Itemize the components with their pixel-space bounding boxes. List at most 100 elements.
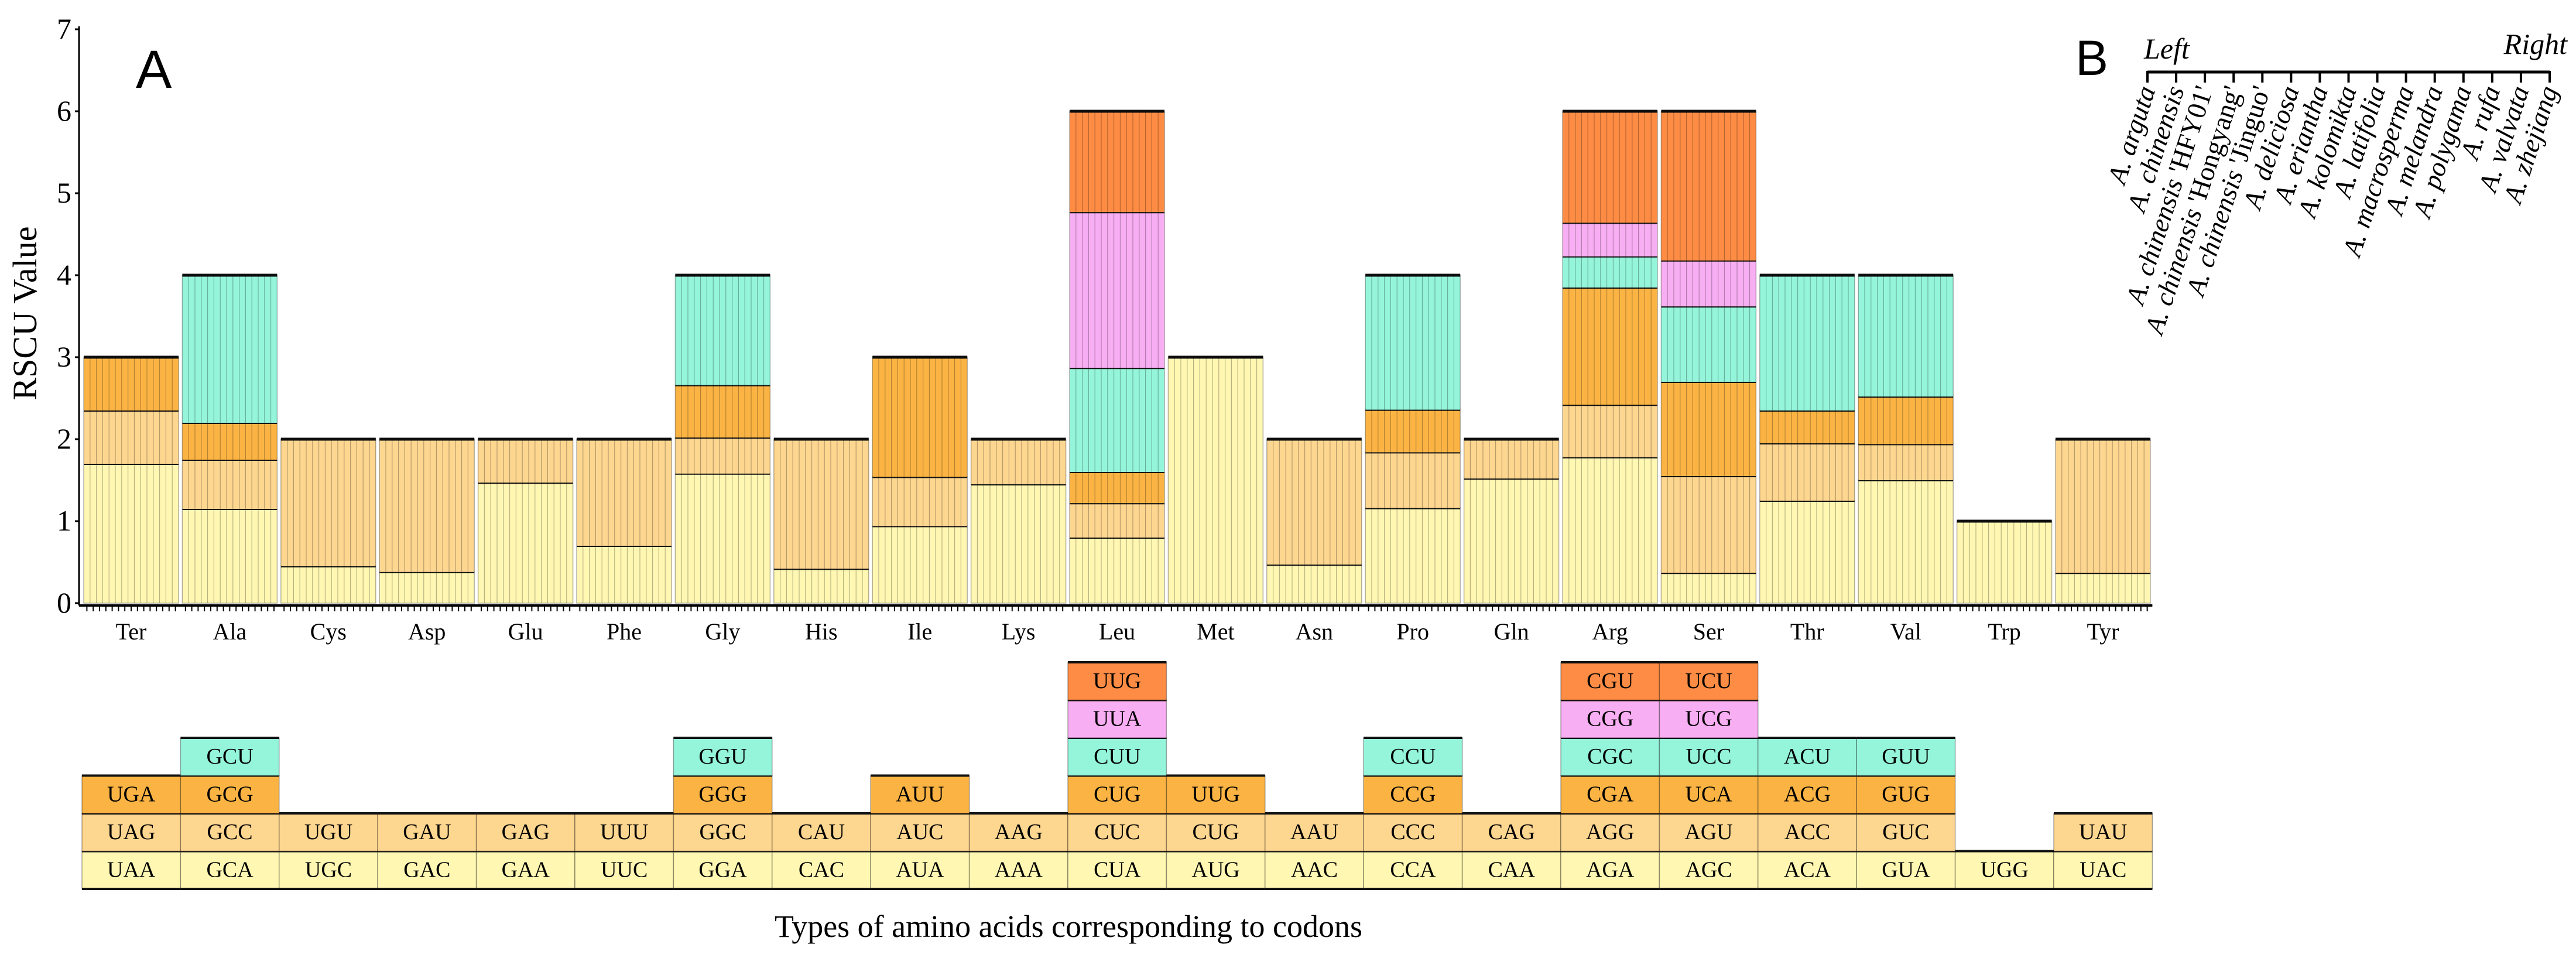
codon-cell: CUC [1067, 812, 1167, 852]
codon-label: CCC [1390, 820, 1435, 844]
codon-label: CCG [1390, 782, 1436, 807]
bar-segment [1563, 256, 1657, 288]
bar-segment [1661, 111, 1756, 261]
bar-outline [576, 439, 672, 604]
panel-b-label: B [2075, 30, 2108, 85]
codon-label: ACU [1784, 744, 1831, 769]
bar-segment [971, 484, 1066, 603]
codon-cell: UGA [81, 774, 181, 814]
codon-cell: GGU [673, 737, 773, 776]
codon-label: AAG [995, 820, 1043, 844]
bar-segment [1661, 306, 1756, 382]
codon-cell: ACC [1758, 812, 1857, 852]
bar-segment [1759, 501, 1855, 603]
x-tick-label: Trp [1988, 618, 2020, 645]
codon-label: ACC [1784, 820, 1830, 844]
x-tick-label: Ala [213, 618, 247, 645]
bar-outline [1167, 357, 1264, 604]
bar-outline [1463, 439, 1560, 604]
bar-segment [2056, 439, 2150, 573]
codon-cell: ACG [1758, 774, 1857, 814]
codon-cell: UCC [1659, 737, 1759, 776]
codon-label: UAG [107, 820, 155, 844]
bar-outline [1069, 111, 1165, 604]
bar-segment [1070, 472, 1164, 504]
bar-segment [182, 423, 278, 460]
codon-cell: GAU [377, 812, 477, 852]
bar-segment [1070, 503, 1164, 538]
bar-outline [1858, 275, 1954, 604]
codon-cell: UAA [81, 850, 181, 889]
x-tick-label: His [805, 618, 838, 645]
codon-label: UGU [304, 820, 352, 844]
legend-left-label: Left [2143, 32, 2190, 65]
codon-label: CUG [1192, 820, 1239, 844]
codon-label: GCU [206, 744, 253, 769]
bar-segment [1563, 457, 1657, 603]
codon-label: GGC [699, 820, 746, 844]
bar-outline [970, 439, 1067, 604]
codon-cell: UCU [1659, 661, 1759, 701]
codon-cell: GGG [673, 774, 773, 814]
codon-cell: GAG [475, 812, 576, 852]
bar-segment [872, 357, 968, 477]
bar-thr [1759, 273, 1855, 604]
bar-segment [1661, 573, 1756, 603]
codon-label: GUU [1882, 744, 1930, 769]
bar-segment [1858, 480, 1954, 603]
bar-val [1858, 273, 1954, 604]
codon-label: GAA [502, 858, 550, 882]
codon-cell: CUU [1067, 737, 1167, 776]
bar-lys [970, 437, 1067, 604]
bar-segment [1858, 444, 1954, 480]
bar-trp [1956, 519, 2053, 604]
codon-cell: CCC [1363, 812, 1463, 852]
bar-segment [1266, 564, 1362, 603]
bar-glu [477, 437, 574, 604]
x-tick-labels: Ter Ala Cys Asp Glu Phe Gly His Ile Lys Leu Met Asn P… [86, 605, 2148, 645]
codon-cell: CUG [1166, 812, 1266, 852]
bar-segment [675, 385, 770, 438]
x-tick-label: Gln [1494, 618, 1529, 645]
bar-ala [181, 273, 278, 604]
codon-cell: AAA [968, 850, 1068, 889]
codon-label: GAU [403, 820, 451, 844]
y-axis-label: RSCU Value [6, 226, 44, 400]
codon-label: GGU [698, 744, 746, 769]
bar-segment [577, 546, 672, 603]
codon-cell: AUA [870, 850, 970, 889]
codon-cell: UUG [1067, 661, 1167, 701]
bar-segment [2056, 573, 2150, 603]
bar-segment [1365, 452, 1461, 508]
bar-outline [1365, 275, 1461, 604]
codon-cell: GUA [1856, 850, 1956, 889]
bar-segment [280, 439, 376, 566]
x-tick-label: Thr [1790, 618, 1824, 645]
x-tick-label: Arg [1592, 618, 1628, 645]
bar-outline [83, 357, 179, 604]
codon-label: UAA [107, 858, 156, 882]
codon-cell: UCG [1659, 699, 1759, 738]
codon-label: GCG [206, 782, 253, 807]
codon-cell: UCA [1659, 774, 1759, 814]
codon-label: UUG [1191, 782, 1239, 807]
bar-his [773, 437, 869, 604]
x-tick-label: Ser [1693, 618, 1724, 645]
codon-cell: GCU [180, 737, 280, 776]
codon-cell: ACU [1758, 737, 1857, 776]
bar-segment [872, 477, 968, 526]
x-tick-label: Asp [408, 618, 446, 645]
bar-segment [1957, 521, 2052, 603]
bar-segment [182, 460, 278, 509]
codon-label: GGG [698, 782, 746, 807]
codon-label: UUU [600, 820, 648, 844]
codon-cell: GUG [1856, 774, 1956, 814]
codon-cell: AGU [1659, 812, 1759, 852]
codon-label: AUA [896, 858, 944, 882]
bar-cys [280, 437, 376, 604]
x-tick-label: Ter [116, 618, 147, 645]
codon-label: CGU [1587, 669, 1633, 693]
codon-cell: CUA [1067, 850, 1167, 889]
